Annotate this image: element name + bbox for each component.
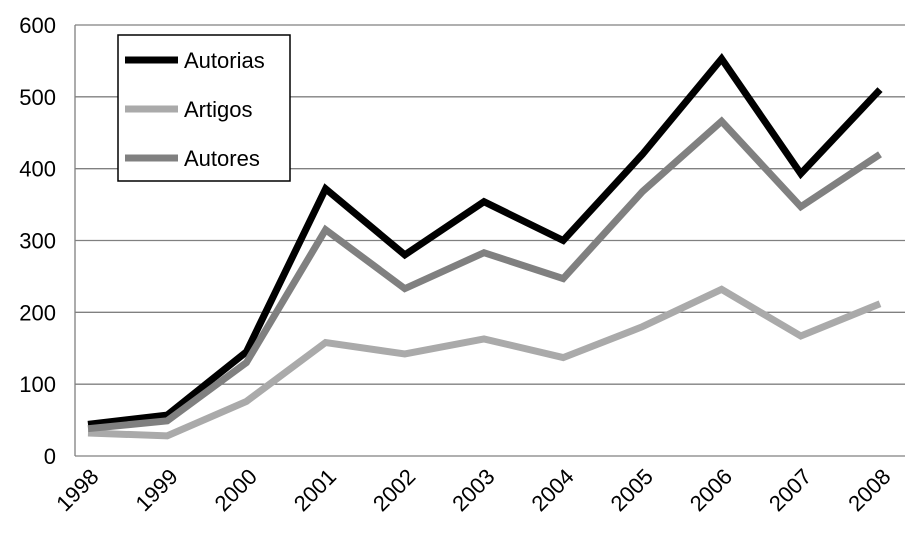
legend-label: Autorias <box>184 48 265 73</box>
x-tick-label: 1998 <box>51 464 103 516</box>
legend: Autorias Artigos Autores <box>117 34 291 182</box>
series-line <box>87 52 883 428</box>
legend-label: Artigos <box>184 97 252 122</box>
series-line <box>87 116 882 433</box>
y-tick-label: 300 <box>19 229 56 254</box>
legend-label: Autores <box>184 146 260 171</box>
x-tick-label: 2006 <box>685 464 737 516</box>
x-tick-label: 1999 <box>130 464 182 516</box>
x-tick-label: 2001 <box>289 464 341 516</box>
series-line <box>87 285 882 440</box>
y-tick-label: 600 <box>19 13 56 38</box>
x-tick-label: 2007 <box>764 464 816 516</box>
x-tick-label: 2000 <box>210 464 262 516</box>
x-tick-label: 2005 <box>606 464 658 516</box>
y-tick-label: 400 <box>19 157 56 182</box>
y-tick-label: 0 <box>44 444 56 469</box>
x-tick-label: 2008 <box>843 464 895 516</box>
y-tick-label: 200 <box>19 300 56 325</box>
y-tick-label: 100 <box>19 372 56 397</box>
y-tick-label: 500 <box>19 85 56 110</box>
x-tick-label: 2003 <box>447 464 499 516</box>
x-tick-label: 2002 <box>368 464 420 516</box>
x-tick-label: 2004 <box>526 464 578 516</box>
